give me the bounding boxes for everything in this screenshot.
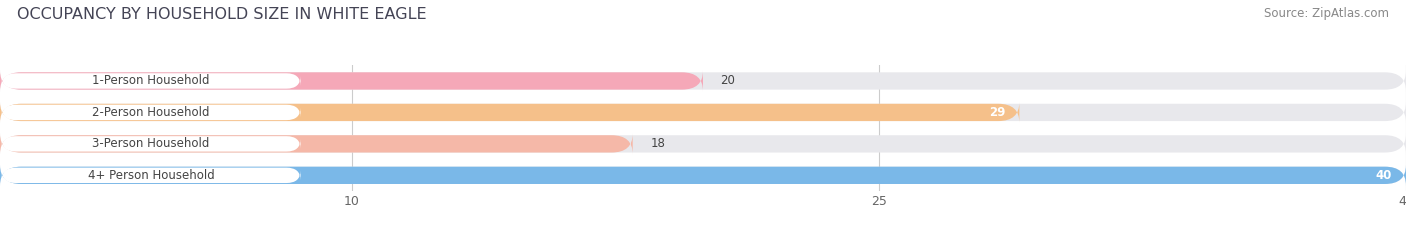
Text: 18: 18 — [650, 137, 665, 150]
Text: 3-Person Household: 3-Person Household — [93, 137, 209, 150]
Text: 1-Person Household: 1-Person Household — [93, 75, 209, 87]
FancyBboxPatch shape — [1, 105, 301, 120]
FancyBboxPatch shape — [0, 165, 1406, 185]
FancyBboxPatch shape — [0, 71, 703, 91]
FancyBboxPatch shape — [1, 168, 301, 183]
Text: 4+ Person Household: 4+ Person Household — [87, 169, 215, 182]
FancyBboxPatch shape — [0, 71, 1406, 91]
Text: 20: 20 — [720, 75, 735, 87]
FancyBboxPatch shape — [0, 165, 1406, 185]
FancyBboxPatch shape — [0, 134, 633, 154]
Text: Source: ZipAtlas.com: Source: ZipAtlas.com — [1264, 7, 1389, 20]
FancyBboxPatch shape — [1, 136, 301, 152]
FancyBboxPatch shape — [0, 102, 1406, 123]
Text: 40: 40 — [1375, 169, 1392, 182]
Text: OCCUPANCY BY HOUSEHOLD SIZE IN WHITE EAGLE: OCCUPANCY BY HOUSEHOLD SIZE IN WHITE EAG… — [17, 7, 426, 22]
FancyBboxPatch shape — [1, 73, 301, 89]
FancyBboxPatch shape — [0, 102, 1019, 123]
FancyBboxPatch shape — [0, 134, 1406, 154]
Text: 2-Person Household: 2-Person Household — [93, 106, 209, 119]
Text: 29: 29 — [988, 106, 1005, 119]
